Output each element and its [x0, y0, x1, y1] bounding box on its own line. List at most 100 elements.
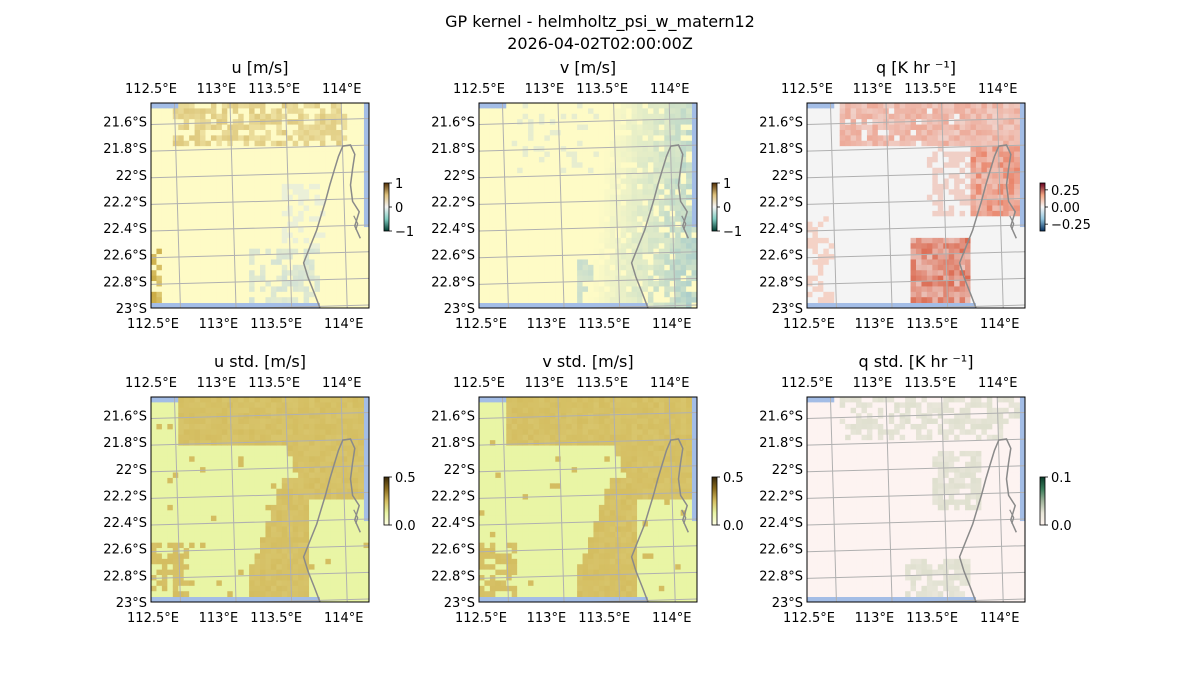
heatmap-cell — [965, 227, 971, 233]
y-tick-label: 22°S — [116, 169, 147, 184]
heatmap-cell — [183, 248, 190, 255]
heatmap-cell — [910, 124, 917, 131]
heatmap-cell — [232, 103, 239, 109]
heatmap-cell — [1003, 162, 1010, 169]
heatmap-cell — [314, 264, 321, 271]
heatmap-cell — [866, 216, 873, 223]
heatmap-cell — [631, 178, 638, 185]
heatmap-cell — [232, 124, 239, 131]
heatmap-cell — [921, 264, 928, 271]
heatmap-cell — [834, 243, 841, 250]
heatmap-cell — [156, 477, 163, 484]
heatmap-cell — [992, 103, 999, 109]
heatmap-cell — [161, 146, 168, 152]
heatmap-cell — [921, 189, 928, 196]
heatmap-cell — [227, 248, 234, 255]
heatmap-cell — [834, 286, 841, 293]
heatmap-cell — [948, 140, 955, 147]
heatmap-cell — [626, 270, 632, 277]
heatmap-cell — [647, 167, 654, 174]
heatmap-cell — [544, 254, 551, 260]
heatmap-cell — [981, 254, 988, 260]
heatmap-cell — [658, 216, 665, 223]
heatmap-cell — [167, 135, 174, 142]
heatmap-cell — [156, 189, 163, 196]
heatmap-cell — [577, 243, 583, 250]
heatmap-cell — [167, 521, 174, 527]
heatmap-cell — [828, 286, 835, 293]
heatmap-cell — [894, 297, 901, 304]
heatmap-cell — [921, 129, 928, 136]
heatmap-cell — [517, 167, 523, 174]
heatmap-cell — [484, 264, 491, 271]
heatmap-cell — [975, 248, 982, 255]
heatmap-cell — [200, 146, 206, 152]
heatmap-cell — [172, 275, 179, 282]
heatmap-cell — [899, 183, 906, 190]
heatmap-cell — [992, 237, 999, 244]
heatmap-cell — [954, 254, 960, 260]
heatmap-cell — [194, 580, 201, 587]
heatmap-cell — [194, 286, 201, 293]
heatmap-cell — [210, 575, 217, 581]
heatmap-cell — [807, 264, 813, 271]
heatmap-cell — [1014, 200, 1020, 206]
heatmap-cell — [216, 103, 223, 109]
heatmap-cell — [232, 183, 239, 190]
heatmap-cell — [577, 216, 583, 223]
heatmap-cell — [593, 297, 600, 304]
heatmap-cell — [309, 108, 315, 115]
heatmap-cell — [314, 183, 321, 190]
heatmap-cell — [161, 499, 168, 506]
heatmap-cell — [200, 510, 206, 517]
heatmap-cell — [626, 156, 632, 163]
y-tick-label: 22.2°S — [431, 195, 475, 210]
heatmap-cell — [533, 248, 540, 255]
heatmap-cell — [577, 259, 583, 266]
heatmap-cell — [680, 124, 687, 131]
heatmap-cell — [555, 124, 562, 131]
heatmap-cell — [161, 494, 168, 500]
heatmap-cell — [161, 580, 168, 587]
heatmap-cell — [232, 270, 239, 277]
heatmap-cell — [626, 297, 632, 304]
heatmap-cell — [358, 210, 364, 217]
heatmap-cell — [479, 248, 485, 255]
heatmap-cell — [281, 146, 288, 152]
heatmap-cell — [894, 173, 901, 179]
heatmap-cell — [817, 194, 824, 201]
heatmap-cell — [319, 108, 326, 115]
gridline-meridian — [340, 103, 348, 308]
heatmap-cell — [959, 167, 966, 174]
heatmap-cell — [560, 113, 567, 120]
heatmap-cell — [189, 259, 195, 266]
heatmap-cell — [954, 291, 960, 298]
heatmap-cell — [216, 275, 223, 282]
heatmap-cell — [675, 205, 682, 212]
heatmap-cell — [221, 237, 228, 244]
heatmap-cell — [888, 129, 895, 136]
heatmap-cell — [178, 591, 185, 598]
colorbar-tick-label: 1 — [395, 177, 403, 192]
heatmap-cell — [172, 264, 179, 271]
heatmap-cell — [582, 297, 589, 304]
heatmap-cell — [205, 407, 212, 414]
heatmap-cell — [845, 108, 851, 115]
heatmap-cell — [227, 297, 234, 304]
heatmap-cell — [675, 124, 682, 131]
heatmap-cell — [183, 275, 190, 282]
heatmap-cell — [937, 189, 944, 196]
heatmap-cell — [877, 140, 884, 147]
heatmap-cell — [303, 243, 310, 250]
heatmap-cell — [260, 286, 266, 293]
heatmap-cell — [270, 135, 277, 142]
heatmap-cell — [319, 103, 326, 109]
x-tick-label-top: 114°E — [978, 82, 1018, 97]
heatmap-cell — [647, 232, 654, 239]
heatmap-cell — [937, 113, 944, 120]
heatmap-cell — [500, 291, 507, 298]
heatmap-cell — [161, 413, 168, 419]
heatmap-cell — [937, 103, 944, 109]
heatmap-cell — [637, 254, 643, 260]
heatmap-cell — [834, 129, 841, 136]
